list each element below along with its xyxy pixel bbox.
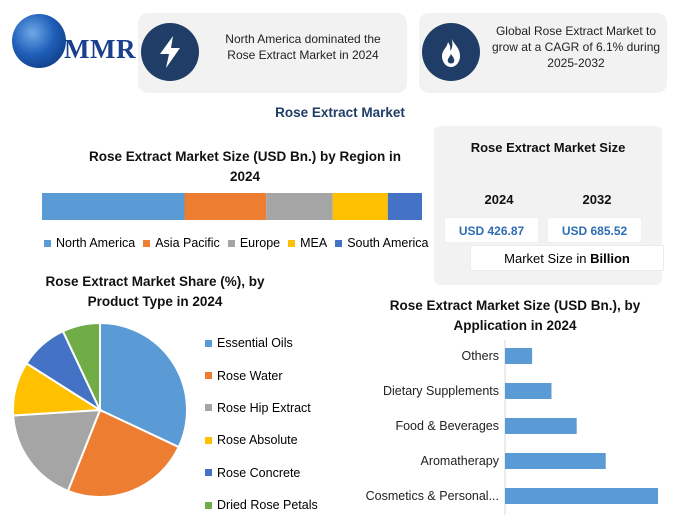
lightning-bolt-icon (141, 23, 199, 81)
region-segment-north-america (42, 193, 185, 220)
globe-logo-icon (12, 14, 66, 68)
legend-label: Asia Pacific (155, 236, 220, 250)
region-legend-item-mea: MEA (288, 236, 327, 250)
application-tick-label-food-beverages: Food & Beverages (395, 419, 499, 433)
card-2-line-1: Global Rose Extract Market to (495, 24, 657, 38)
card-1-text: North America dominated the Rose Extract… (208, 31, 398, 63)
region-segment-asia-pacific (184, 193, 267, 220)
region-chart-title: Rose Extract Market Size (USD Bn.) by Re… (88, 149, 402, 184)
region-segment-south-america (387, 193, 422, 220)
flame-icon (422, 23, 480, 81)
legend-label: Europe (239, 236, 281, 250)
legend-swatch (335, 239, 343, 247)
market-size-value-2024: USD 426.87 (444, 217, 539, 243)
legend-label: North America (56, 236, 136, 250)
legend-label: Dried Rose Petals (217, 498, 318, 513)
market-size-value-2032: USD 685.52 (547, 217, 642, 243)
pie-slice-essential-oils (99, 322, 188, 449)
legend-swatch (288, 239, 296, 247)
product-legend: Essential Oils Rose Water Rose Hip Extract… (205, 327, 345, 521)
main-title: Rose Extract Market (275, 105, 405, 120)
card-1-line-2: Rose Extract Market in 2024 (227, 48, 379, 62)
legend-label: Rose Absolute (217, 433, 298, 448)
legend-swatch (143, 239, 151, 247)
market-size-year-2024: 2024 (484, 192, 514, 207)
application-bar-cosmetics-personal (505, 488, 659, 504)
application-bar-others (505, 348, 533, 364)
pie-slice-dried-rose-petals (61, 322, 101, 411)
market-size-year-2032: 2032 (582, 192, 612, 207)
info-card-cagr: Global Rose Extract Market to grow at a … (419, 13, 667, 93)
legend-label: Rose Concrete (217, 465, 301, 480)
product-legend-item-rose-water: Rose Water (205, 359, 345, 391)
region-legend-item-europe: Europe (227, 236, 281, 250)
region-legend-item-asia-pacific: Asia Pacific (143, 236, 220, 250)
card-1-line-1: North America dominated the (225, 32, 381, 46)
region-legend: North America Asia Pacific Europe MEA South … (44, 236, 429, 250)
product-legend-item-rose-absolute: Rose Absolute (205, 424, 345, 456)
application-tick-label-cosmetics-personal: Cosmetics & Personal... (366, 489, 499, 503)
legend-label: Rose Hip Extract (217, 400, 311, 415)
card-2-line-3: 2025-2032 (547, 56, 605, 70)
region-legend-item-north-america: North America (44, 236, 135, 250)
market-size-footer-unit: Billion (590, 251, 630, 266)
product-legend-item-rose-hip-extract: Rose Hip Extract (205, 392, 345, 424)
info-card-north-america: North America dominated the Rose Extract… (138, 13, 407, 93)
legend-label: South America (347, 236, 429, 250)
legend-swatch (227, 239, 235, 247)
application-chart-title: Rose Extract Market Size (USD Bn.), by A… (389, 298, 641, 333)
card-2-line-2: grow at a CAGR of 6.1% during (491, 40, 661, 54)
market-size-panel: Rose Extract Market Size 2024 2032 USD 4… (434, 126, 664, 285)
application-tick-label-dietary-supplements: Dietary Supplements (383, 384, 499, 398)
legend-swatch (44, 239, 51, 247)
legend-swatch (205, 339, 212, 347)
brand-logo-text: MMR (64, 34, 136, 64)
product-legend-item-essential-oils: Essential Oils (205, 327, 345, 359)
market-size-footer-prefix: Market Size in (504, 251, 591, 266)
product-legend-item-rose-concrete: Rose Concrete (205, 457, 345, 489)
application-bar-aromatherapy (505, 453, 606, 469)
legend-swatch (205, 404, 212, 412)
application-tick-label-others: Others (461, 349, 499, 363)
product-pie-chart (12, 322, 188, 498)
application-bar-chart: Others Dietary Supplements Food & Beverage… (366, 340, 659, 515)
region-stacked-bar-chart (42, 193, 422, 220)
legend-swatch (205, 501, 212, 509)
region-legend-item-south-america: South America (335, 236, 429, 250)
region-segment-europe (266, 193, 333, 220)
legend-swatch (205, 436, 212, 444)
pie-slice-rose-water (66, 408, 181, 498)
market-size-title: Rose Extract Market Size (470, 140, 626, 155)
legend-label: MEA (300, 236, 328, 250)
product-legend-item-dried-rose-petals: Dried Rose Petals (205, 489, 345, 521)
product-chart-title: Rose Extract Market Share (%), by Produc… (45, 274, 265, 309)
legend-label: Essential Oils (217, 336, 293, 351)
legend-swatch (205, 372, 212, 380)
market-size-footer: Market Size in Billion (470, 245, 664, 271)
application-bar-food-beverages (505, 418, 577, 434)
pie-slice-rose-hip-extract (12, 408, 102, 493)
region-segment-mea (332, 193, 388, 220)
card-2-text: Global Rose Extract Market to grow at a … (487, 23, 665, 71)
application-tick-label-aromatherapy: Aromatherapy (420, 454, 499, 468)
legend-swatch (205, 469, 212, 477)
legend-label: Rose Water (217, 368, 283, 383)
application-bar-dietary-supplements (505, 383, 552, 399)
